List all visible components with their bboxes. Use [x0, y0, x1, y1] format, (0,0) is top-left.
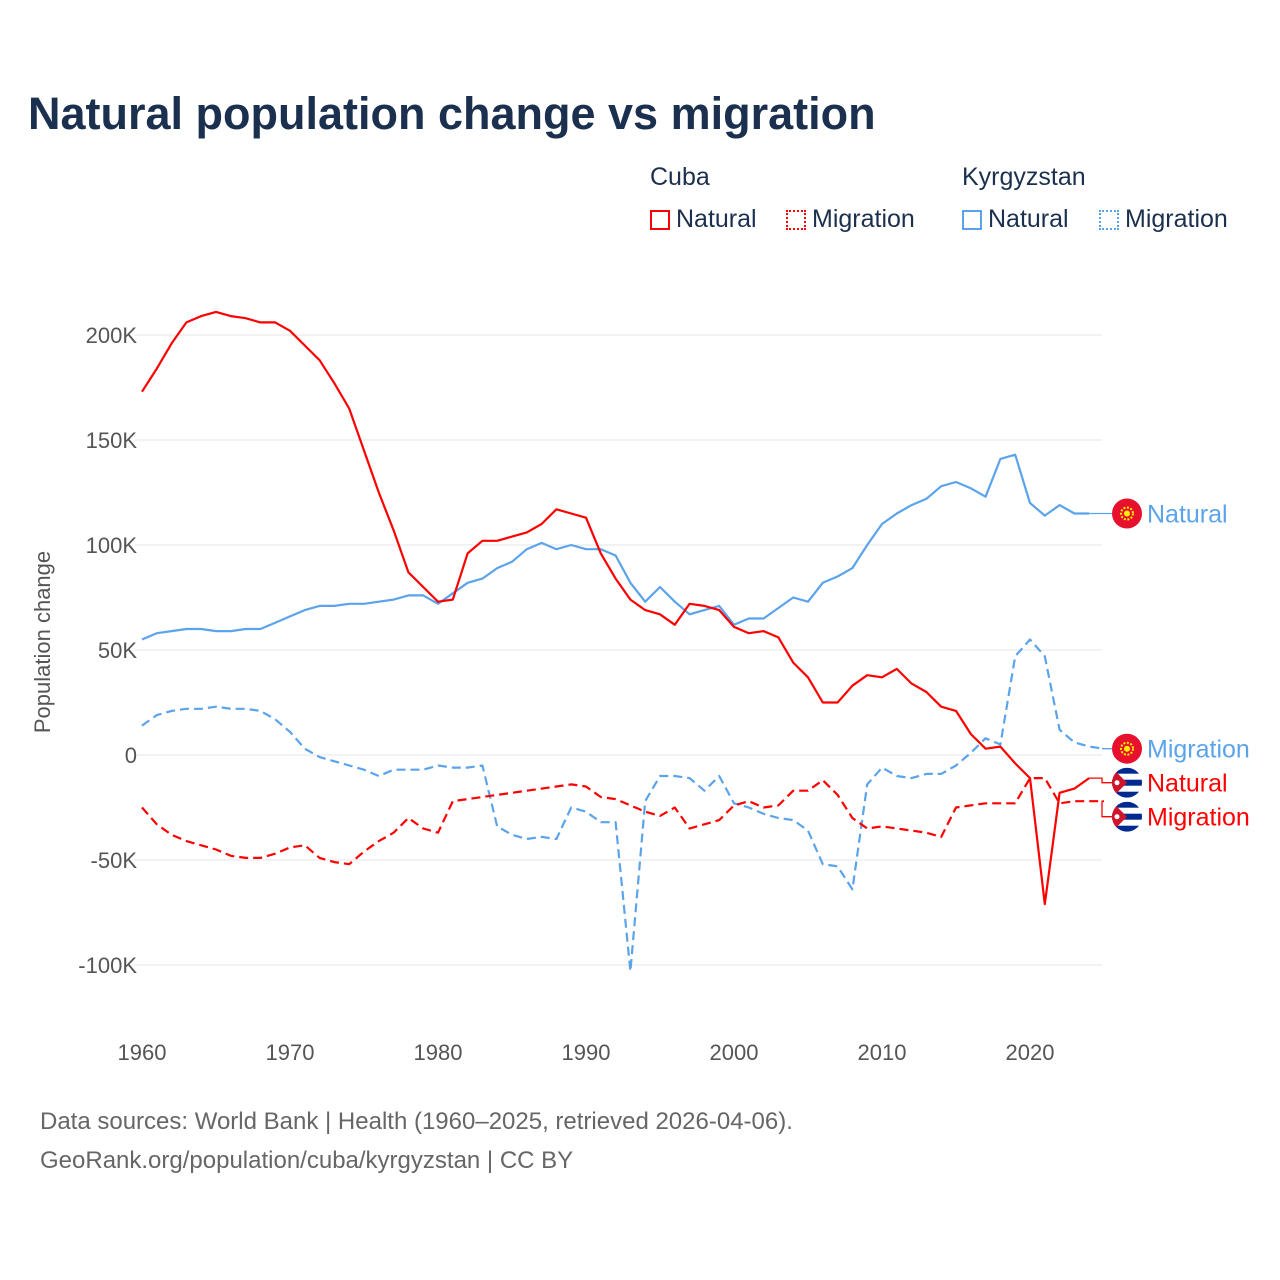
footer-sources: Data sources: World Bank | Health (1960–… [40, 1108, 793, 1135]
legend-label: Migration [812, 205, 915, 233]
y-axis-label: Population change [30, 551, 55, 733]
series-line-kyrgyzstan-migration [141, 638, 1105, 973]
x-tick-label: 1970 [266, 1040, 315, 1065]
y-tick-label: -50K [91, 848, 138, 873]
legend-group-cuba: Cuba [650, 163, 710, 191]
y-tick-label: 50K [98, 638, 137, 663]
sun-center-icon [1124, 510, 1130, 517]
end-label: Migration [1147, 736, 1250, 764]
cuba-flag-icon [1112, 801, 1142, 832]
x-tick-label: 2020 [1006, 1040, 1055, 1065]
x-tick-label: 1960 [118, 1040, 167, 1065]
x-tick-label: 2010 [858, 1040, 907, 1065]
x-tick-label: 1980 [414, 1040, 463, 1065]
y-tick-label: 100K [86, 533, 138, 558]
sun-icon [1120, 506, 1134, 521]
series-line-cuba-migration [141, 777, 1104, 866]
legend-cuba-migration[interactable]: Migration [786, 205, 915, 234]
end-label: Migration [1147, 804, 1250, 832]
sun-center-icon [1124, 745, 1130, 752]
legend-label: Natural [988, 205, 1069, 233]
series-line-cuba-natural [141, 310, 1090, 906]
footer-link[interactable]: GeoRank.org/population/cuba/kyrgyzstan |… [40, 1147, 574, 1174]
legend-kyrgyzstan-migration[interactable]: Migration [1099, 205, 1228, 234]
legend-group-kyrgyzstan: Kyrgyzstan [962, 163, 1086, 191]
x-tick-label: 2000 [710, 1040, 759, 1065]
end-label: Natural [1147, 501, 1228, 529]
legend-cuba-natural[interactable]: Natural [650, 205, 757, 234]
y-tick-label: 200K [86, 323, 138, 348]
legend-kyrgyzstan-natural[interactable]: Natural [962, 205, 1069, 234]
label-connector [1089, 777, 1112, 784]
chart-title: Natural population change vs migration [28, 88, 876, 139]
cuba-flag-icon [1112, 767, 1142, 798]
legend-swatch-dotted-icon [1099, 209, 1119, 230]
x-tick-label: 1990 [562, 1040, 611, 1065]
sun-icon [1120, 741, 1134, 756]
legend-swatch-solid-icon [650, 209, 670, 230]
y-tick-label: 150K [86, 428, 138, 453]
label-connector [1101, 800, 1112, 818]
end-label: Natural [1147, 770, 1228, 798]
legend-swatch-dotted-icon [786, 209, 806, 230]
legend-label: Natural [676, 205, 757, 233]
y-tick-label: -100K [78, 953, 137, 978]
y-tick-label: 0 [125, 743, 137, 768]
legend-swatch-solid-icon [962, 209, 982, 230]
series-line-kyrgyzstan-natural [141, 453, 1090, 641]
legend-label: Migration [1125, 205, 1228, 233]
